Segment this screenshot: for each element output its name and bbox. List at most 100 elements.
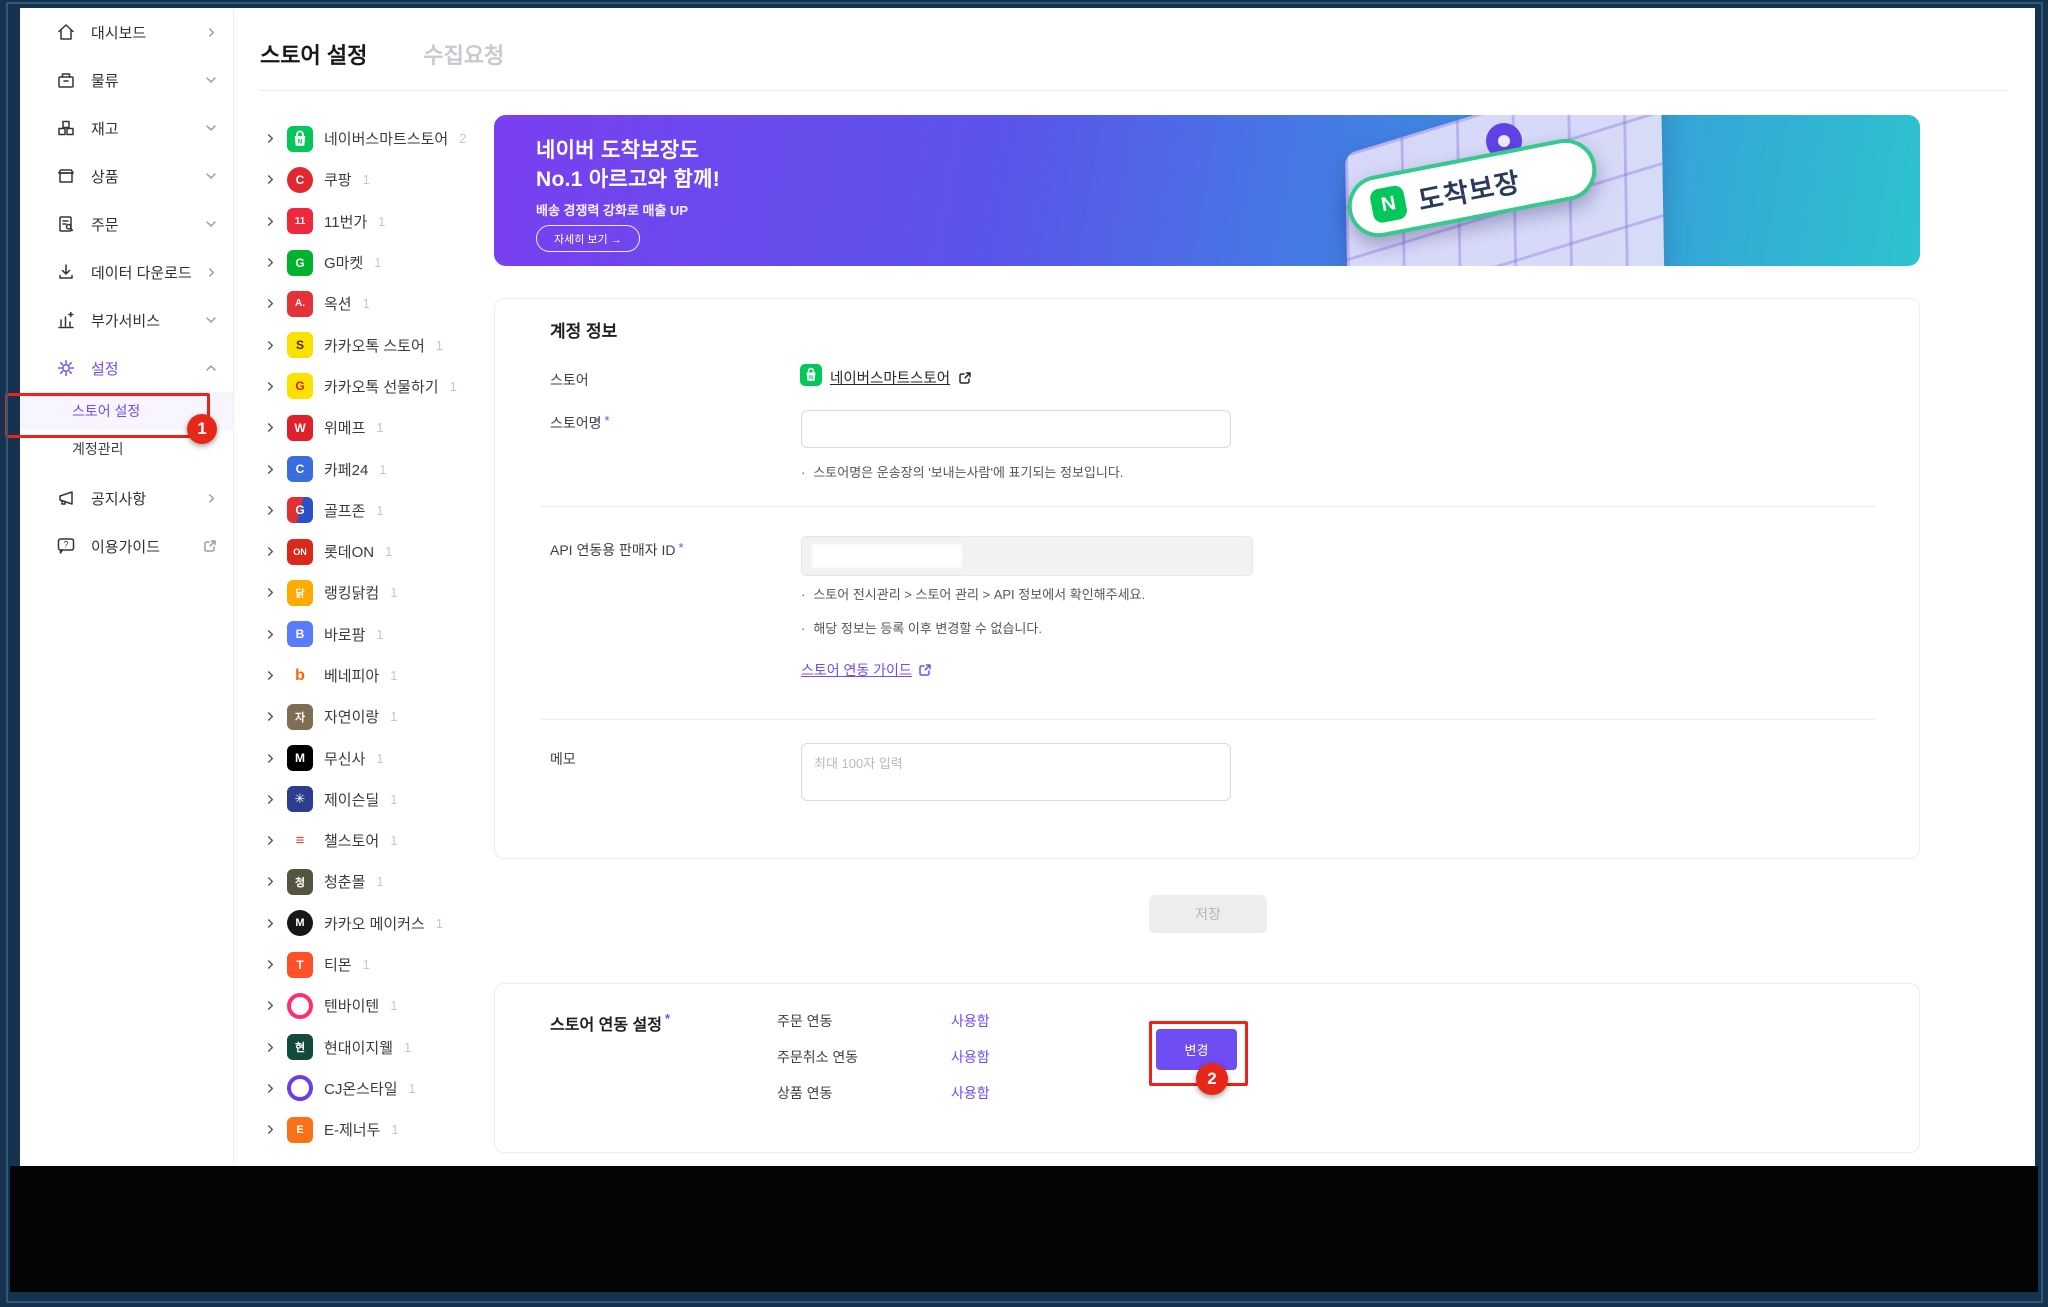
store-list-item[interactable]: ON 롯데ON 1 xyxy=(265,531,491,572)
chevron-right-icon[interactable] xyxy=(265,133,276,144)
store-icon: A. xyxy=(287,290,313,317)
store-link[interactable]: 네이버스마트스토어 xyxy=(830,371,951,387)
store-list-item[interactable]: 11 11번가 1 xyxy=(265,201,491,242)
chevron-right-icon[interactable] xyxy=(265,1000,276,1011)
order-icon xyxy=(56,214,76,234)
store-list-item[interactable]: G 카카오톡 선물하기 1 xyxy=(265,366,491,407)
store-name: 카카오톡 스토어 xyxy=(324,337,425,355)
store-count: 1 xyxy=(376,502,384,518)
store-count: 1 xyxy=(390,709,398,725)
store-icon: W xyxy=(287,414,313,441)
banner-title: 네이버 도착보장도 No.1 아르고와 함께! xyxy=(536,136,720,194)
store-name: G마켓 xyxy=(324,255,364,273)
store-name-input[interactable] xyxy=(801,410,1231,448)
chevron-right-icon[interactable] xyxy=(265,629,276,640)
chevron-right-icon[interactable] xyxy=(265,1083,276,1094)
store-list-item[interactable]: 자 자연이랑 1 xyxy=(265,696,491,737)
link-setting-value: 사용함 xyxy=(951,1049,990,1065)
store-list-item[interactable]: b 베네피아 1 xyxy=(265,655,491,696)
chevron-right-icon[interactable] xyxy=(265,216,276,227)
store-count: 1 xyxy=(390,585,398,601)
chevron-right-icon[interactable] xyxy=(265,835,276,846)
chevron-right-icon[interactable] xyxy=(265,959,276,970)
store-list-item[interactable]: N 네이버스마트스토어 2 xyxy=(265,118,491,159)
gear-icon xyxy=(56,358,76,378)
store-name: 무신사 xyxy=(324,750,366,768)
sidebar-item-products[interactable]: 상품 xyxy=(20,152,233,200)
store-icon: C xyxy=(287,456,313,483)
redacted-value xyxy=(812,544,962,568)
store-icon: 11 xyxy=(287,208,313,235)
chevron-right-icon[interactable] xyxy=(265,257,276,268)
chevron-right-icon[interactable] xyxy=(265,918,276,929)
chevron-right-icon[interactable] xyxy=(265,422,276,433)
store-icon: 청 xyxy=(287,868,313,895)
chevron-right-icon[interactable] xyxy=(265,876,276,887)
sidebar-item-settings[interactable]: 설정 xyxy=(20,344,233,392)
store-list-item[interactable]: M 카카오 메이커스 1 xyxy=(265,903,491,944)
store-list-item[interactable]: ≡ 챌스토어 1 xyxy=(265,820,491,861)
sidebar-item-notices[interactable]: 공지사항 xyxy=(20,474,233,522)
store-icon: G xyxy=(287,497,313,524)
store-list-item[interactable]: 현 현대이지웰 1 xyxy=(265,1027,491,1068)
store-guide-link[interactable]: 스토어 연동 가이드 xyxy=(801,660,932,680)
store-list-item[interactable]: 청 청춘몰 1 xyxy=(265,861,491,902)
store-list-item[interactable]: W 위메프 1 xyxy=(265,407,491,448)
sidebar-item-inventory[interactable]: 재고 xyxy=(20,104,233,152)
external-link-icon[interactable] xyxy=(958,371,972,385)
naver-logo: N xyxy=(1368,184,1409,225)
store-list-item[interactable]: ✳ 제이슨딜 1 xyxy=(265,779,491,820)
chevron-right-icon[interactable] xyxy=(265,298,276,309)
chevron-right-icon[interactable] xyxy=(265,587,276,598)
store-list-item[interactable]: 닭 랭킹닭컴 1 xyxy=(265,572,491,613)
change-button[interactable]: 변경 xyxy=(1156,1029,1237,1070)
store-list-item[interactable]: G G마켓 1 xyxy=(265,242,491,283)
chevron-right-icon[interactable] xyxy=(265,464,276,475)
chevron-right-icon[interactable] xyxy=(265,670,276,681)
svg-text:N: N xyxy=(298,138,303,145)
chevron-right-icon[interactable] xyxy=(265,505,276,516)
annotation-step-2: 2 xyxy=(1196,1063,1228,1095)
sidebar-item-data-download[interactable]: 데이터 다운로드 xyxy=(20,248,233,296)
sidebar-item-dashboard[interactable]: 대시보드 xyxy=(20,8,233,56)
chevron-right-icon[interactable] xyxy=(265,1042,276,1053)
store-list-item[interactable]: C 카페24 1 xyxy=(265,448,491,489)
store-list-item[interactable]: C 쿠팡 1 xyxy=(265,159,491,200)
store-list-item[interactable]: G 골프존 1 xyxy=(265,490,491,531)
sidebar-item-store-settings[interactable]: 스토어 설정 xyxy=(20,392,233,430)
store-list-item[interactable]: S 카카오톡 스토어 1 xyxy=(265,324,491,365)
sidebar-item-user-guide[interactable]: ? 이용가이드 xyxy=(20,522,233,570)
chevron-right-icon[interactable] xyxy=(265,711,276,722)
chevron-right-icon[interactable] xyxy=(265,753,276,764)
sidebar-item-label: 상품 xyxy=(91,168,119,186)
store-list-item[interactable]: CJ온스타일 1 xyxy=(265,1068,491,1109)
memo-textarea[interactable] xyxy=(801,743,1231,801)
chevron-right-icon[interactable] xyxy=(265,1124,276,1135)
sidebar-item-logistics[interactable]: 물류 xyxy=(20,56,233,104)
store-list-item[interactable]: A. 옥션 1 xyxy=(265,283,491,324)
store-name: 제이슨딜 xyxy=(324,791,380,809)
store-list-item[interactable]: T 티몬 1 xyxy=(265,944,491,985)
save-button[interactable]: 저장 xyxy=(1149,895,1267,933)
store-name: 네이버스마트스토어 xyxy=(324,131,449,149)
store-name-label-text: 스토어명 xyxy=(550,415,602,431)
store-name: 청춘몰 xyxy=(324,874,366,892)
store-list-item[interactable]: M 무신사 1 xyxy=(265,737,491,778)
promo-banner[interactable]: N 도착보장 네이버 도착보장도 No.1 아르고와 함께! 배송 경쟁력 강화… xyxy=(494,115,1920,266)
chevron-right-icon[interactable] xyxy=(265,794,276,805)
chevron-right-icon[interactable] xyxy=(265,546,276,557)
store-list-item[interactable]: E E-제너두 1 xyxy=(265,1109,491,1150)
tab-store-settings[interactable]: 스토어 설정 xyxy=(260,43,368,68)
chevron-right-icon[interactable] xyxy=(265,174,276,185)
api-note: 해당 정보는 등록 이후 변경할 수 없습니다. xyxy=(801,612,1145,646)
store-list-item[interactable]: B 바로팜 1 xyxy=(265,614,491,655)
tab-collection-request[interactable]: 수집요청 xyxy=(423,43,505,68)
sidebar-item-addon-services[interactable]: 부가서비스 xyxy=(20,296,233,344)
sidebar-item-orders[interactable]: 주문 xyxy=(20,200,233,248)
store-list-item[interactable]: 텐바이텐 1 xyxy=(265,985,491,1026)
chevron-right-icon[interactable] xyxy=(265,381,276,392)
banner-cta-button[interactable]: 자세히 보기 → xyxy=(536,225,640,252)
sidebar-item-account-management[interactable]: 계정관리 xyxy=(20,430,233,468)
chevron-right-icon[interactable] xyxy=(265,340,276,351)
